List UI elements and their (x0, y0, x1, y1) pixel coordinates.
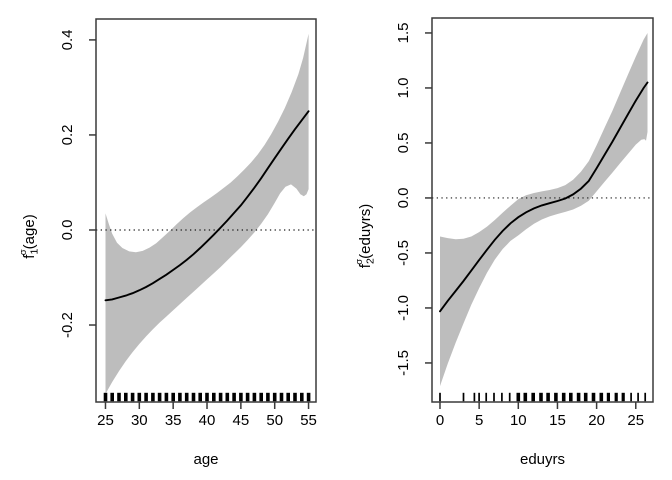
x-axis-title: age (193, 451, 218, 468)
x-axis-tick-label: 20 (588, 412, 605, 429)
y-axis-tick-label: 0.4 (59, 29, 76, 50)
x-axis-tick-label: 15 (549, 412, 566, 429)
age-effect-panel: 25 30 35 40 45 50 55 -0.2 0.0 0.2 0.4 age f1σ(age) (18, 18, 317, 468)
y-axis-tick-label: -0.5 (395, 240, 412, 266)
rug-marks (103, 392, 311, 402)
y-axis-tick-label: 0.5 (395, 133, 412, 154)
fitted-curve (104, 110, 310, 302)
y-axis-tick-label: 1.5 (395, 23, 412, 44)
confidence-band (440, 33, 648, 387)
x-axis-tick-label: 30 (131, 412, 148, 429)
x-axis-tick-label: 5 (475, 412, 483, 429)
y-axis-tick-label: -1.5 (395, 350, 412, 376)
confidence-band (105, 33, 309, 394)
y-axis-tick-label: 0.2 (59, 125, 76, 146)
fitted-curve (439, 81, 649, 313)
x-axis-tick-label: 45 (233, 412, 250, 429)
x-axis-tick-label: 40 (199, 412, 216, 429)
plot-box (95, 18, 317, 403)
rug-marks (439, 392, 647, 402)
y-axis-tick-label: 1.0 (395, 78, 412, 99)
y-axis-tick-label: -0.2 (59, 312, 76, 338)
x-axis-tick-label: 25 (97, 412, 114, 429)
eduyrs-effect-panel: 0 5 10 15 20 25 -1.5 -1.0 -0.5 0.0 0.5 1.0 1.5 eduyrs… (354, 17, 654, 468)
x-axis-tick-label: 10 (510, 412, 527, 429)
y-axis-tick-label: 0.0 (395, 188, 412, 209)
y-axis-title: f2σ(eduyrs) (354, 204, 377, 268)
x-axis-tick-label: 25 (627, 412, 644, 429)
x-axis-tick-label: 35 (165, 412, 182, 429)
y-axis-tick-label: 0.0 (59, 220, 76, 241)
plot-box (431, 17, 654, 403)
x-axis-tick-label: 50 (266, 412, 283, 429)
y-axis-title: f1σ(age) (18, 214, 41, 258)
x-axis-tick-label: 55 (300, 412, 317, 429)
x-axis-tick-label: 0 (436, 412, 444, 429)
y-axis-tick-label: -1.0 (395, 295, 412, 321)
x-axis-title: eduyrs (520, 451, 565, 468)
